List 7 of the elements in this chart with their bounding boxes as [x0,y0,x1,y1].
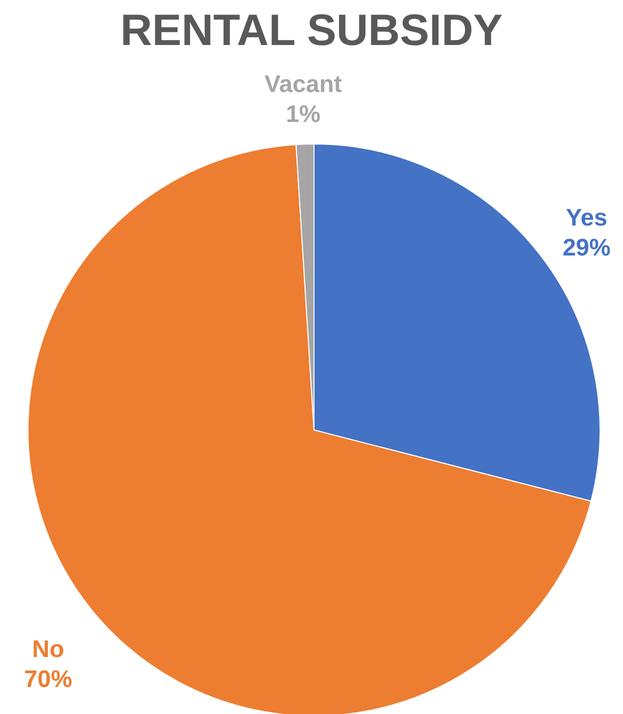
data-label: 29% [562,234,611,262]
slice-label: Vacant [264,71,342,98]
data-label: 70% [24,666,72,693]
slice-label: Yes [566,204,608,232]
data-label: 1% [286,101,321,128]
chart-title: RENTAL SUBSIDY [120,6,503,55]
slice-label: No [32,636,64,663]
